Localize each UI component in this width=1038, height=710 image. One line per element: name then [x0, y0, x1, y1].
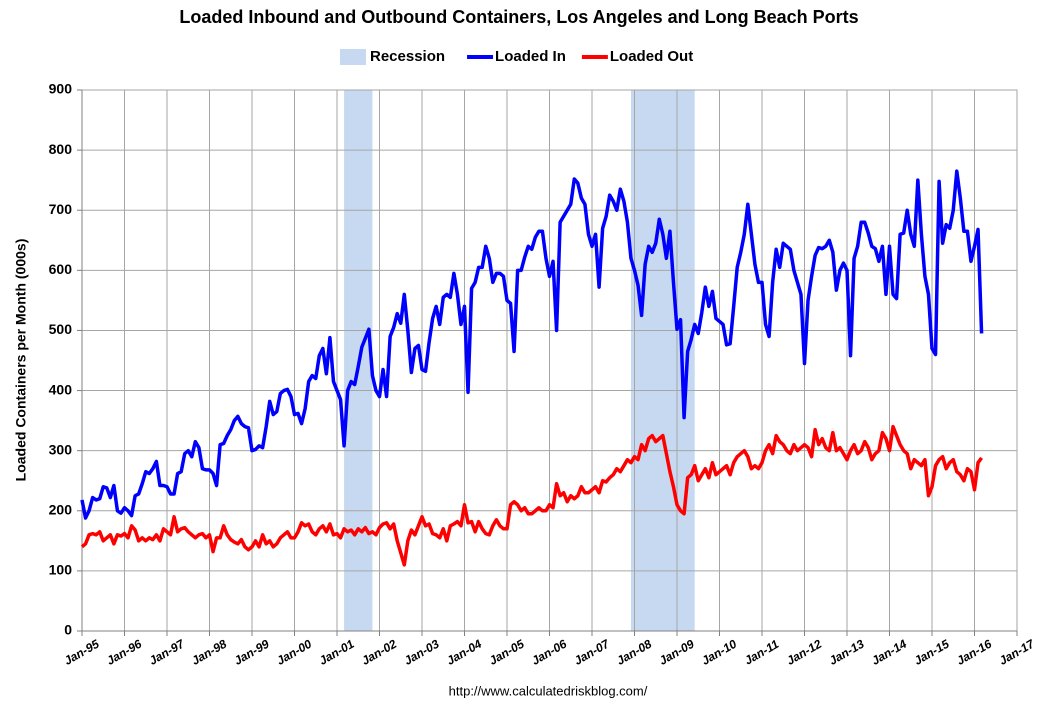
- x-tick-label: Jan-16: [954, 637, 994, 668]
- series-line: [80, 424, 983, 567]
- y-tick-label: 400: [49, 381, 73, 397]
- x-tick-label: Jan-00: [274, 637, 314, 668]
- y-tick-label: 0: [64, 622, 72, 638]
- legend-label: Loaded Out: [610, 48, 693, 65]
- x-tick-label: Jan-95: [62, 637, 102, 668]
- x-tick-label: Jan-09: [657, 637, 697, 668]
- x-tick-label: Jan-15: [912, 637, 952, 668]
- y-axis-label: Loaded Containers per Month (000s): [13, 239, 29, 482]
- x-tick-label: Jan-99: [232, 637, 272, 668]
- y-tick-label: 600: [49, 261, 73, 277]
- x-tick-label: Jan-02: [359, 637, 399, 668]
- y-tick-label: 100: [49, 562, 73, 578]
- x-tick-label: Jan-04: [444, 637, 484, 668]
- y-tick-label: 800: [49, 141, 73, 157]
- x-tick-label: Jan-13: [827, 637, 867, 668]
- x-tick-label: Jan-12: [784, 637, 824, 668]
- y-tick-label: 300: [49, 441, 73, 457]
- x-tick-label: Jan-07: [572, 636, 613, 668]
- x-tick-label: Jan-97: [147, 636, 188, 668]
- x-tick-label: Jan-01: [317, 637, 357, 668]
- chart-title: Loaded Inbound and Outbound Containers, …: [179, 7, 858, 27]
- source: http://www.calculatedriskblog.com/: [449, 683, 648, 698]
- x-tick-label: Jan-14: [869, 637, 909, 668]
- legend-swatch: [340, 49, 366, 65]
- y-tick-label: 500: [49, 321, 73, 337]
- x-tick-label: Jan-06: [529, 637, 569, 668]
- x-tick-label: Jan-96: [104, 637, 144, 668]
- legend-label: Loaded In: [495, 48, 566, 65]
- x-tick-label: Jan-05: [487, 637, 527, 668]
- legend-label: Recession: [370, 48, 445, 65]
- series-line: [80, 169, 984, 520]
- y-tick-label: 900: [49, 81, 73, 97]
- x-tick-label: Jan-98: [189, 637, 229, 668]
- recession-band: [630, 90, 695, 631]
- x-tick-label: Jan-03: [402, 637, 442, 668]
- x-tick-label: Jan-17: [997, 636, 1038, 668]
- y-tick-label: 200: [49, 501, 73, 517]
- x-tick-label: Jan-11: [742, 637, 781, 668]
- x-tick-label: Jan-08: [614, 637, 654, 668]
- x-tick-label: Jan-10: [699, 637, 739, 668]
- y-tick-label: 700: [49, 201, 73, 217]
